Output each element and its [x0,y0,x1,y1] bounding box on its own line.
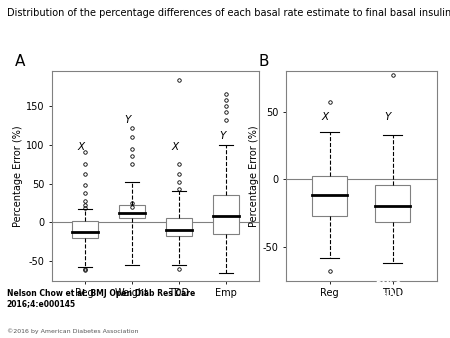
Bar [72,221,98,238]
Bar [312,176,347,216]
Text: A: A [14,54,25,69]
Text: Y: Y [219,131,225,141]
Text: Y: Y [125,115,131,125]
Y-axis label: Percentage Error (%): Percentage Error (%) [249,125,260,226]
Text: X: X [77,143,85,152]
Bar [375,185,410,222]
Text: B: B [259,54,269,69]
Text: Y: Y [384,112,391,122]
Text: ©2016 by American Diabetes Association: ©2016 by American Diabetes Association [7,328,138,334]
Text: X: X [171,143,179,152]
Text: Nelson Chow et al. BMJ Open Diab Res Care
2016;4:e000145: Nelson Chow et al. BMJ Open Diab Res Car… [7,289,195,308]
Text: X: X [321,112,328,122]
Bar [213,195,239,234]
Bar [166,218,192,236]
Text: BMJ Open
Diabetes
Research
& Care: BMJ Open Diabetes Research & Care [376,281,418,328]
Text: Distribution of the percentage differences of each basal rate estimate to final : Distribution of the percentage differenc… [7,8,450,19]
Bar [119,205,144,218]
Y-axis label: Percentage Error (%): Percentage Error (%) [13,125,23,226]
